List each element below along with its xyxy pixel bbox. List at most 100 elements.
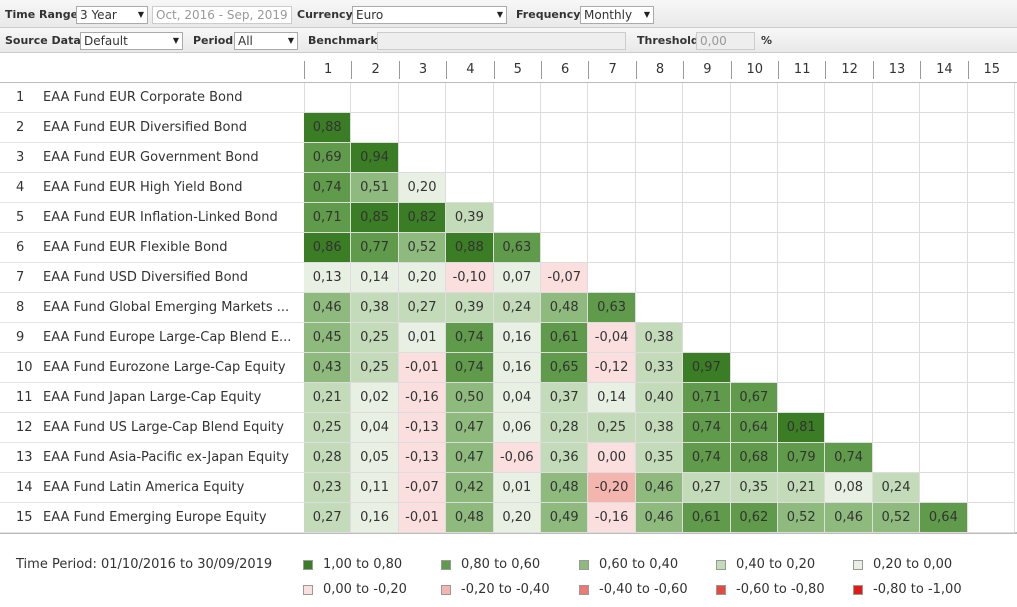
legend-swatch <box>579 585 589 595</box>
row-line <box>0 232 304 233</box>
legend-label: -0,40 to -0,60 <box>599 582 688 597</box>
empty-cell <box>730 233 778 263</box>
empty-cell <box>920 473 968 503</box>
empty-cell <box>967 203 1015 233</box>
correlation-cell: 0,25 <box>351 323 399 353</box>
correlation-cell: 0,47 <box>446 413 494 443</box>
empty-cell <box>825 83 873 113</box>
empty-cell <box>967 143 1015 173</box>
empty-cell <box>825 113 873 143</box>
empty-cell <box>541 173 589 203</box>
column-header: 2 <box>351 61 398 79</box>
empty-cell <box>541 143 589 173</box>
empty-cell <box>635 203 684 233</box>
correlation-cell: 0,25 <box>588 413 636 443</box>
empty-cell <box>825 353 873 383</box>
empty-cell <box>730 143 778 173</box>
correlation-cell: 0,74 <box>304 173 352 203</box>
empty-cell <box>683 293 731 323</box>
select[interactable]: Monthly ▼ <box>580 6 654 24</box>
empty-cell <box>920 113 968 143</box>
empty-cell <box>683 143 731 173</box>
empty-cell <box>541 233 589 263</box>
select[interactable]: Euro ▼ <box>352 6 507 24</box>
empty-cell <box>304 83 352 113</box>
empty-cell <box>683 113 731 143</box>
correlation-cell: 0,52 <box>778 503 826 533</box>
empty-cell <box>967 323 1015 353</box>
correlation-cell: 0,23 <box>304 473 352 503</box>
empty-cell <box>967 83 1015 113</box>
empty-cell <box>967 173 1015 203</box>
legend-swatch <box>303 585 313 595</box>
empty-cell <box>730 263 778 293</box>
empty-cell <box>398 83 447 113</box>
correlation-cell: 0,85 <box>351 203 399 233</box>
empty-cell <box>730 323 778 353</box>
value: 0,00 <box>700 34 727 48</box>
date-input[interactable]: Oct, 2016 - Sep, 2019 <box>152 6 292 24</box>
correlation-cell: 0,28 <box>541 413 589 443</box>
empty-cell <box>778 203 826 233</box>
empty-cell <box>872 293 921 323</box>
correlation-cell: -0,13 <box>398 443 447 473</box>
correlation-cell: -0,13 <box>398 413 447 443</box>
empty-cell <box>493 203 541 233</box>
legend-label: -0,20 to -0,40 <box>461 582 550 597</box>
correlation-cell: -0,16 <box>398 383 447 413</box>
row-line <box>0 202 304 203</box>
empty-cell <box>730 293 778 323</box>
empty-cell <box>541 83 589 113</box>
correlation-cell: 0,13 <box>304 263 352 293</box>
correlation-cell: 0,04 <box>493 383 541 413</box>
correlation-cell: 0,46 <box>635 473 684 503</box>
empty-cell <box>588 83 636 113</box>
select[interactable]: All ▼ <box>234 32 298 50</box>
select[interactable]: Default ▼ <box>80 32 183 50</box>
correlation-cell: -0,20 <box>588 473 636 503</box>
correlation-cell: 0,24 <box>493 293 541 323</box>
empty-cell <box>541 113 589 143</box>
correlation-cell: 0,64 <box>920 503 968 533</box>
row-line <box>0 292 304 293</box>
correlation-cell: 0,79 <box>778 443 826 473</box>
row-line <box>0 322 304 323</box>
correlation-cell: 0,40 <box>635 383 684 413</box>
correlation-cell: 0,46 <box>635 503 684 533</box>
threshold-input[interactable]: 0,00 <box>696 32 755 50</box>
select[interactable]: 3 Year ▼ <box>76 6 148 24</box>
empty-cell <box>493 113 541 143</box>
empty-cell <box>778 263 826 293</box>
correlation-cell: 0,42 <box>446 473 494 503</box>
label: Period <box>193 34 234 47</box>
row-index: 7 <box>16 270 25 285</box>
correlation-cell: 0,71 <box>304 203 352 233</box>
empty-cell <box>778 383 826 413</box>
empty-cell <box>683 263 731 293</box>
empty-cell <box>683 323 731 353</box>
correlation-cell: 0,48 <box>446 503 494 533</box>
column-header: 13 <box>872 61 920 79</box>
empty-cell <box>920 233 968 263</box>
correlation-cell: 0,20 <box>493 503 541 533</box>
row-index: 11 <box>16 390 33 405</box>
correlation-cell: 0,21 <box>304 383 352 413</box>
empty-cell <box>730 113 778 143</box>
legend-swatch <box>579 560 589 570</box>
correlation-cell: 0,74 <box>446 353 494 383</box>
correlation-cell: 0,36 <box>541 443 589 473</box>
correlation-cell: 0,67 <box>730 383 778 413</box>
empty-cell <box>541 203 589 233</box>
value: Monthly <box>584 8 633 22</box>
correlation-cell: 0,88 <box>304 113 352 143</box>
empty-cell <box>920 263 968 293</box>
correlation-cell: -0,04 <box>588 323 636 353</box>
column-header: 15 <box>967 61 1015 79</box>
legend-swatch <box>716 560 726 570</box>
correlation-cell: 0,27 <box>398 293 447 323</box>
benchmark-input[interactable] <box>377 32 626 50</box>
row-name: EAA Fund US Large-Cap Blend Equity <box>43 420 284 435</box>
correlation-cell: 0,81 <box>778 413 826 443</box>
empty-cell <box>825 233 873 263</box>
empty-cell <box>967 263 1015 293</box>
